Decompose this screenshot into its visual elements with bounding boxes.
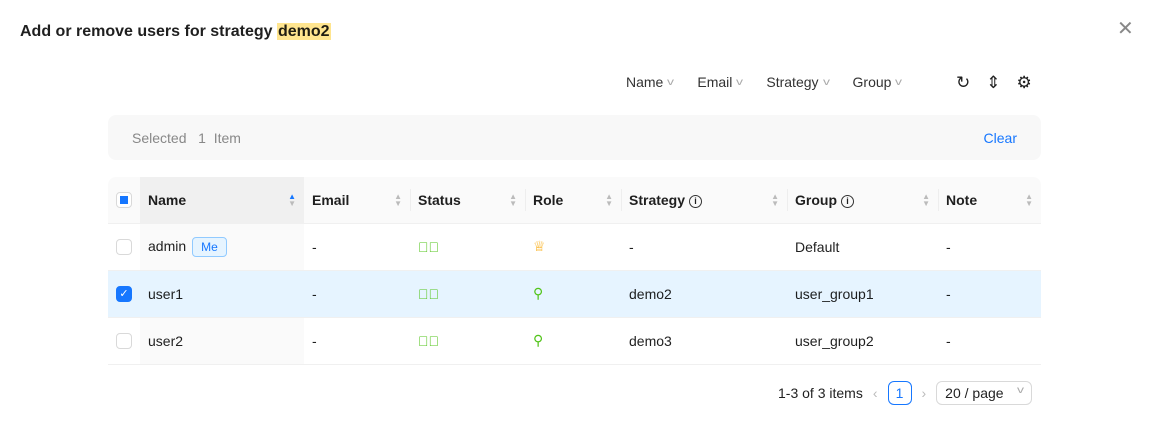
column-header-role[interactable]: Role ▲ ▼ [525, 177, 621, 224]
note-cell: - [938, 223, 1041, 271]
user-icon: ⚲ [533, 285, 544, 301]
page-size-value: 20 / page [945, 385, 1004, 401]
close-icon[interactable]: ✕ [1117, 18, 1134, 40]
title-text: Add or remove users for strategy [20, 23, 277, 40]
row-select-cell: ✓ [108, 270, 140, 318]
table-row[interactable]: ✓ user1 - ✓⃝ ⚲ demo2 user_group1 - [108, 270, 1041, 318]
status-cell: ✓⃝ [410, 270, 525, 318]
column-header-name[interactable]: Name ▲ ▼ [140, 177, 304, 224]
row-checkbox[interactable] [116, 239, 132, 256]
filter-name[interactable]: Name v [626, 74, 675, 90]
strategy-cell: demo3 [621, 317, 787, 365]
column-header-group[interactable]: Group i ▲ ▼ [787, 177, 938, 224]
column-label: Name [148, 191, 187, 208]
email-cell: - [304, 223, 410, 271]
email-cell: - [304, 270, 410, 318]
column-header-strategy[interactable]: Strategy i ▲ ▼ [621, 177, 787, 224]
chevron-down-icon: v [736, 76, 744, 88]
selection-count: 1 [198, 130, 206, 146]
column-header-note[interactable]: Note ▲ ▼ [938, 177, 1041, 224]
column-label: Role [533, 191, 564, 208]
density-icon[interactable]: ⇕ [986, 73, 1001, 92]
next-page-icon[interactable]: › [921, 385, 927, 401]
note-cell: - [938, 270, 1041, 318]
check-circle-icon: ✓⃝ [418, 332, 439, 349]
table-row[interactable]: user2 - ✓⃝ ⚲ demo3 user_group2 - [108, 317, 1041, 365]
column-header-email[interactable]: Email ▲ ▼ [304, 177, 410, 224]
pagination-summary: 1-3 of 3 items [778, 385, 863, 401]
row-select-cell [108, 223, 140, 271]
info-icon[interactable]: i [689, 194, 703, 208]
filter-bar: Name v Email v Strategy v Group v [626, 74, 925, 90]
sort-icon[interactable]: ▲ ▼ [771, 192, 779, 208]
note-cell: - [938, 317, 1041, 365]
clear-button[interactable]: Clear [983, 130, 1017, 146]
chevron-down-icon: v [822, 76, 830, 88]
status-cell: ✓⃝ [410, 317, 525, 365]
selection-bar: Selected 1 Item Clear [108, 115, 1041, 160]
chevron-down-icon: v [667, 76, 675, 88]
filter-group[interactable]: Group v [852, 74, 903, 90]
column-label: Strategy [629, 191, 686, 208]
filter-label: Group [852, 74, 892, 90]
prev-page-icon[interactable]: ‹ [872, 385, 878, 401]
table-row[interactable]: admin Me - ✓⃝ ♕ - Default - [108, 223, 1041, 271]
user-name: admin [148, 237, 187, 254]
gear-icon[interactable]: ⚙ [1016, 73, 1032, 92]
sort-icon[interactable]: ▲ ▼ [509, 192, 517, 208]
column-header-status[interactable]: Status ▲ ▼ [410, 177, 525, 224]
check-circle-icon: ✓⃝ [418, 238, 439, 255]
select-all-checkbox[interactable] [116, 192, 132, 209]
name-cell: admin Me [140, 223, 304, 271]
sort-icon[interactable]: ▲ ▼ [1025, 192, 1033, 208]
selection-label: Selected [132, 130, 187, 146]
crown-icon: ♕ [533, 238, 546, 254]
group-cell: user_group2 [787, 317, 938, 365]
sort-icon[interactable]: ▲ ▼ [605, 192, 613, 208]
column-label: Note [946, 191, 978, 208]
strategy-highlight: demo2 [276, 23, 331, 40]
group-cell: user_group1 [787, 270, 938, 318]
select-all-cell [108, 177, 140, 224]
info-icon[interactable]: i [841, 194, 854, 208]
status-cell: ✓⃝ [410, 223, 525, 271]
check-circle-icon: ✓⃝ [418, 285, 439, 302]
filter-strategy[interactable]: Strategy v [766, 74, 830, 90]
column-label: Status [418, 191, 461, 208]
row-checkbox[interactable] [116, 333, 132, 350]
chevron-down-icon: v [895, 76, 903, 88]
filter-label: Strategy [766, 74, 819, 90]
group-cell: Default [787, 223, 938, 271]
filter-label: Name [626, 74, 664, 90]
strategy-cell: - [621, 223, 787, 271]
pagination: 1-3 of 3 items ‹ 1 › 20 / page v [778, 381, 1033, 405]
filter-label: Email [697, 74, 733, 90]
filter-email[interactable]: Email v [697, 74, 744, 90]
strategy-cell: demo2 [621, 270, 787, 318]
me-badge: Me [192, 236, 227, 257]
name-cell: user2 [140, 317, 304, 365]
reload-icon[interactable]: ↻ [956, 73, 971, 92]
chevron-down-icon: v [1017, 385, 1025, 396]
page-button[interactable]: 1 [887, 381, 912, 405]
selection-unit: Item [213, 130, 241, 146]
name-cell: user1 [140, 270, 304, 318]
role-cell: ⚲ [525, 270, 621, 318]
user-icon: ⚲ [533, 332, 544, 348]
dialog-title: Add or remove users for strategy demo2 [20, 23, 331, 41]
row-select-cell [108, 317, 140, 365]
column-label: Group [795, 191, 837, 208]
email-cell: - [304, 317, 410, 365]
role-cell: ♕ [525, 223, 621, 271]
selection-text: Selected 1 Item [132, 130, 241, 146]
column-label: Email [312, 191, 350, 208]
role-cell: ⚲ [525, 317, 621, 365]
sort-icon[interactable]: ▲ ▼ [922, 192, 930, 208]
row-checkbox[interactable]: ✓ [116, 286, 132, 303]
users-table: Name ▲ ▼ Email ▲ ▼ Status ▲ ▼ Role ▲ ▼ Strategy i… [108, 177, 1041, 365]
sort-icon[interactable]: ▲ ▼ [394, 192, 402, 208]
sort-icon[interactable]: ▲ ▼ [288, 192, 296, 208]
page-size-select[interactable]: 20 / page v [936, 381, 1033, 405]
